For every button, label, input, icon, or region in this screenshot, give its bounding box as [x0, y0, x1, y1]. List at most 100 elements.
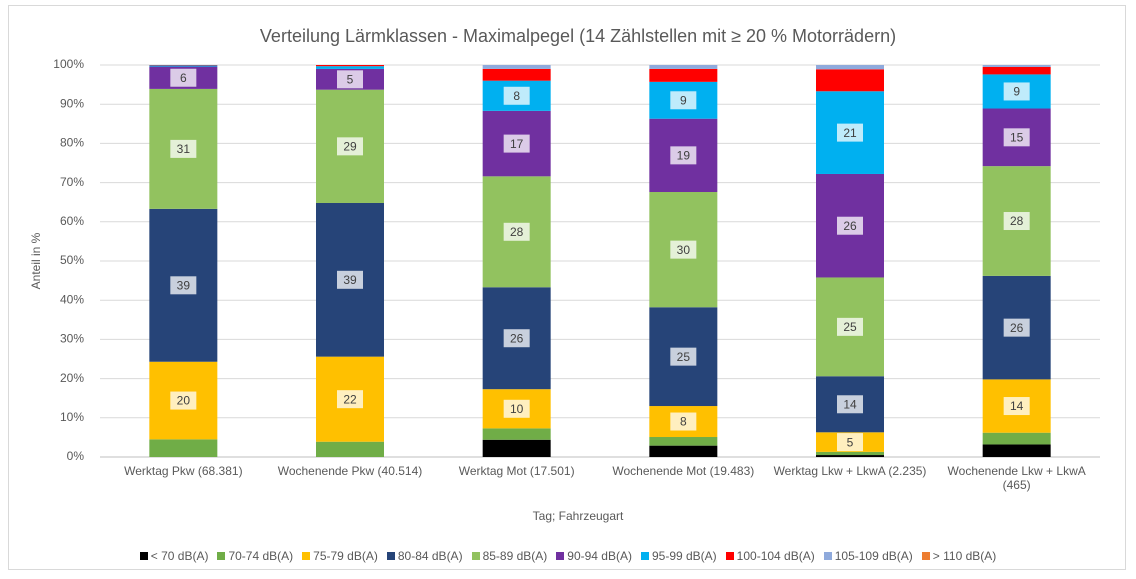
data-label-box: [1003, 128, 1030, 147]
legend-item: > 110 dB(A): [921, 549, 997, 563]
data-label: 26: [1010, 321, 1024, 335]
legend: < 70 dB(A) 70-74 dB(A) 75-79 dB(A) 80-84 dB…: [0, 549, 1136, 563]
data-label: 8: [680, 415, 687, 429]
legend-item: 90-94 dB(A): [556, 549, 632, 563]
y-tick-label: 10%: [60, 410, 84, 424]
chart-frame: [8, 5, 1126, 570]
data-label: 30: [677, 243, 691, 257]
legend-item: 75-79 dB(A): [302, 549, 378, 563]
data-label: 21: [843, 126, 857, 140]
data-label-box: [670, 91, 697, 110]
y-tick-label: 0%: [67, 449, 85, 463]
legend-item: 105-109 dB(A): [823, 549, 913, 563]
legend-swatch: [640, 552, 649, 560]
x-tick-label: Wochenende Mot (19.483): [612, 464, 755, 478]
data-label: 19: [677, 149, 691, 163]
data-label-box: [670, 240, 697, 259]
data-label: 6: [180, 71, 187, 85]
legend-label: 70-74 dB(A): [228, 549, 294, 563]
data-label-box: [670, 347, 697, 366]
bar-segment: [482, 68, 551, 81]
y-tick-label: 40%: [60, 292, 84, 306]
y-tick-label: 20%: [60, 371, 84, 385]
bar-segment: [982, 444, 1051, 457]
y-tick-label: 50%: [60, 253, 84, 267]
data-label-box: [337, 137, 363, 156]
legend-swatch: [725, 552, 734, 560]
legend-swatch: [302, 552, 311, 560]
data-label: 17: [510, 137, 524, 151]
data-label: 14: [843, 397, 857, 411]
legend-swatch: [217, 552, 226, 560]
data-label: 25: [843, 320, 857, 334]
legend-item: < 70 dB(A): [139, 549, 208, 563]
data-label-box: [337, 270, 363, 289]
data-label: 14: [1010, 399, 1024, 413]
bar-segment: [149, 439, 218, 457]
data-label-box: [170, 391, 197, 410]
bar-segment: [816, 455, 884, 457]
bar-segment: [482, 65, 551, 69]
data-label-box: [337, 70, 363, 89]
x-tick-label: Werktag Mot (17.501): [458, 464, 575, 478]
data-label: 5: [847, 435, 854, 449]
bar-segment: [982, 432, 1051, 445]
legend-swatch: [921, 552, 930, 560]
data-label: 29: [343, 140, 357, 154]
bar-segment: [982, 65, 1051, 67]
data-label-box: [337, 390, 363, 409]
bar-segment: [816, 451, 884, 456]
legend-item: 70-74 dB(A): [217, 549, 293, 563]
legend-item: 100-104 dB(A): [725, 549, 815, 563]
bar-segment: [316, 66, 384, 69]
data-label-box: [170, 68, 197, 87]
x-tick-label: Wochenende Lkw + LkwA (465): [947, 464, 1086, 492]
y-axis-title: Anteil in %: [29, 232, 43, 289]
data-label-box: [503, 86, 530, 105]
legend-swatch: [823, 552, 832, 560]
legend-item: 95-99 dB(A): [640, 549, 717, 563]
data-label-box: [837, 395, 863, 414]
data-label: 25: [677, 350, 691, 364]
bar-segment: [316, 65, 384, 67]
data-label: 8: [513, 89, 520, 103]
y-tick-label: 100%: [53, 57, 84, 71]
x-axis-title: Tag; Fahrzeugart: [533, 509, 624, 523]
data-label: 9: [1013, 85, 1020, 99]
y-tick-label: 70%: [60, 175, 84, 189]
legend-label: 95-99 dB(A): [651, 549, 717, 563]
y-tick-label: 30%: [60, 332, 84, 346]
legend-swatch: [471, 552, 480, 560]
bar-segment: [816, 69, 884, 92]
data-label-box: [837, 433, 863, 452]
data-label: 26: [510, 331, 524, 345]
y-tick-label: 60%: [60, 214, 84, 228]
legend-label: 100-104 dB(A): [736, 549, 815, 563]
data-label-box: [837, 317, 863, 336]
legend-label: 80-84 dB(A): [397, 549, 463, 563]
legend-swatch: [386, 552, 395, 560]
legend-label: 90-94 dB(A): [567, 549, 632, 563]
bar-segment: [316, 441, 384, 457]
legend-label: > 110 dB(A): [932, 549, 997, 563]
legend-label: 75-79 dB(A): [313, 549, 378, 563]
x-tick-label: Werktag Lkw + LkwA (2.235): [773, 464, 927, 478]
data-label-box: [503, 399, 530, 418]
data-label-box: [503, 222, 530, 241]
data-label: 39: [343, 273, 357, 287]
data-label: 39: [177, 278, 191, 292]
legend-item: 85-89 dB(A): [471, 549, 548, 563]
legend-label: 85-89 dB(A): [482, 549, 548, 563]
data-label-box: [837, 123, 863, 142]
bar-segment: [482, 439, 551, 457]
data-label-box: [1003, 212, 1030, 231]
legend-swatch: [139, 552, 148, 560]
data-label-box: [670, 146, 697, 165]
data-label-box: [503, 134, 530, 153]
y-tick-label: 90%: [60, 96, 84, 110]
legend-label: 105-109 dB(A): [834, 549, 913, 563]
data-label: 20: [177, 394, 191, 408]
data-label-box: [837, 216, 863, 235]
